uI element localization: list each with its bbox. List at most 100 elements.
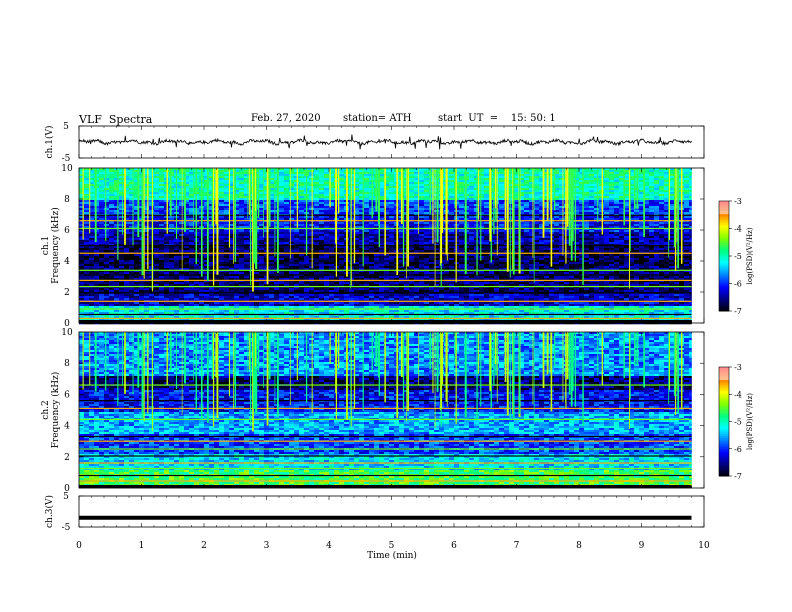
spectrogram-cell (659, 188, 665, 191)
spectrogram-cell (664, 192, 670, 195)
spectrogram-cell (659, 174, 665, 177)
spectrogram-cell (169, 212, 175, 215)
spectrogram-cell (619, 232, 625, 235)
spectrogram-cell (684, 202, 690, 205)
spectrogram-cell (249, 174, 255, 177)
spectrogram-cell (84, 174, 90, 177)
spectrogram-cell (499, 178, 505, 181)
spectrogram-cell (84, 180, 90, 183)
spectrogram-cell (154, 198, 160, 201)
spectrogram-cell (189, 236, 195, 239)
spectrogram-cell (229, 206, 235, 209)
spectrogram-cell (469, 224, 475, 227)
spectrogram-cell (149, 218, 155, 221)
spectrogram-cell (644, 176, 650, 179)
spectrogram-cell (259, 176, 265, 179)
spectrogram-cell (514, 180, 520, 183)
spectrogram-cell (594, 180, 600, 183)
spectrogram-cell (374, 228, 380, 231)
spectrogram-cell (184, 212, 190, 215)
spectrogram-cell (579, 222, 585, 225)
spectrogram-cell (219, 190, 225, 193)
spectrogram-cell (209, 196, 215, 199)
spectrogram-cell (299, 236, 305, 239)
spectrogram-cell (404, 210, 410, 213)
spectrogram-cell (89, 188, 95, 191)
spectrogram-cell (259, 170, 265, 173)
spectrogram-cell (449, 222, 455, 225)
spectrogram-cell (624, 174, 630, 177)
spectrogram-cell (244, 186, 250, 189)
spectrogram-cell (539, 210, 545, 213)
spectrogram-cell (649, 226, 655, 229)
spectrogram-cell (539, 196, 545, 199)
spectrogram-cell (639, 184, 645, 187)
spectrogram-cell (644, 192, 650, 195)
spectrogram-cell (664, 242, 670, 245)
spectrogram-cell (354, 190, 360, 193)
spectrogram-cell (409, 192, 415, 195)
spectrogram-cell (299, 226, 305, 229)
spectrogram-cell (484, 176, 490, 179)
spectrogram-cell (479, 192, 485, 195)
spectrogram-cell (94, 176, 100, 179)
spectrogram-cell (644, 240, 650, 243)
spectrogram-cell (154, 182, 160, 185)
spectrogram-cell (149, 216, 155, 219)
spectrogram-cell (629, 210, 635, 213)
spectrogram-cell (149, 212, 155, 215)
spectrogram-cell (354, 196, 360, 199)
spectrogram-cell (484, 180, 490, 183)
spectrogram-cell (239, 218, 245, 221)
spectrogram-cell (469, 246, 475, 249)
spectrogram-cell (239, 240, 245, 243)
spectrogram-cell (234, 204, 240, 207)
spectrogram-cell (314, 174, 320, 177)
spectrogram-cell (669, 218, 675, 221)
spectrogram-cell (479, 204, 485, 207)
spectrogram-cell (359, 196, 365, 199)
spectrogram-cell (239, 242, 245, 245)
spectrogram-cell (404, 188, 410, 191)
spectrogram-cell (374, 222, 380, 225)
spectrogram-cell (554, 234, 560, 237)
spectrogram-cell (319, 204, 325, 207)
spectrogram-cell (649, 204, 655, 207)
spectrogram-cell (689, 182, 692, 185)
spectrogram-cell (309, 232, 315, 235)
spectrogram-cell (189, 180, 195, 183)
spectrogram-cell (409, 180, 415, 183)
spectrogram-cell (134, 218, 140, 221)
spectrogram-cell (94, 202, 100, 205)
spectrogram-cell (144, 186, 150, 189)
spectrogram-cell (144, 210, 150, 213)
spectrogram-cell (359, 176, 365, 179)
spectrogram-cell (134, 198, 140, 201)
spectrogram-cell (324, 232, 330, 235)
spectrogram-cell (604, 178, 610, 181)
spectrogram-cell (114, 230, 120, 233)
spectrogram-cell (604, 198, 610, 201)
spectrogram-cell (564, 178, 570, 181)
spectrogram-cell (149, 206, 155, 209)
spectrogram-cell (634, 232, 640, 235)
spectrogram-cell (259, 240, 265, 243)
spectrogram-cell (179, 190, 185, 193)
spectrogram-cell (689, 190, 692, 193)
spectrogram-cell (589, 222, 595, 225)
spectrogram-cell (144, 240, 150, 243)
spectrogram-cell (289, 230, 295, 233)
spectrogram-cell (129, 186, 135, 189)
spectrogram-cell (604, 216, 610, 219)
spectrogram-cell (259, 236, 265, 239)
spectrogram-cell (84, 232, 90, 235)
spectrogram-cell (499, 172, 505, 175)
spectrogram-cell (319, 184, 325, 187)
spectrogram-cell (104, 196, 110, 199)
spectrogram-cell (204, 198, 210, 201)
spectrogram-cell (244, 216, 250, 219)
spectrogram-cell (499, 240, 505, 243)
spectrogram-cell (654, 190, 660, 193)
spectrogram-cell (79, 234, 85, 237)
spectrogram-cell (109, 192, 115, 195)
